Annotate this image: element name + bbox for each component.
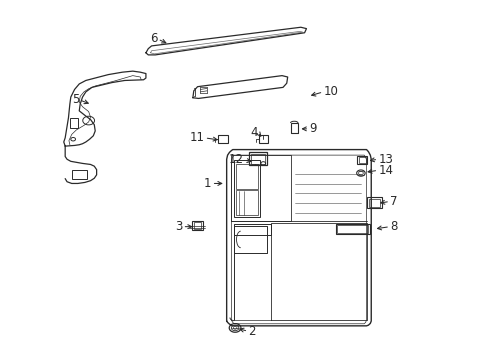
Bar — [193, 222, 201, 229]
Text: 12: 12 — [228, 153, 243, 166]
Text: 1: 1 — [203, 177, 211, 190]
Text: 2: 2 — [248, 325, 255, 338]
Bar — [290, 123, 297, 133]
Text: 6: 6 — [150, 32, 157, 45]
Bar — [249, 152, 266, 166]
Bar — [250, 154, 264, 164]
Bar — [368, 199, 379, 207]
Bar — [236, 164, 257, 189]
Text: 3: 3 — [175, 220, 182, 233]
Bar — [234, 160, 260, 217]
Bar — [337, 225, 367, 233]
Bar — [367, 197, 381, 208]
Bar — [236, 190, 257, 215]
Text: 10: 10 — [323, 85, 338, 98]
Text: 13: 13 — [378, 153, 392, 166]
Text: 5: 5 — [72, 93, 79, 106]
Text: 7: 7 — [389, 195, 397, 208]
Text: 11: 11 — [189, 131, 204, 144]
Text: 14: 14 — [378, 164, 392, 177]
Bar — [258, 135, 267, 143]
Bar — [72, 170, 86, 179]
Text: 8: 8 — [389, 220, 397, 233]
Bar — [358, 157, 365, 163]
Bar — [335, 224, 369, 234]
Bar — [191, 221, 203, 230]
Text: 9: 9 — [308, 122, 316, 135]
Text: 4: 4 — [250, 126, 257, 139]
Bar — [218, 135, 227, 143]
Bar — [356, 156, 367, 165]
Bar — [70, 118, 78, 128]
